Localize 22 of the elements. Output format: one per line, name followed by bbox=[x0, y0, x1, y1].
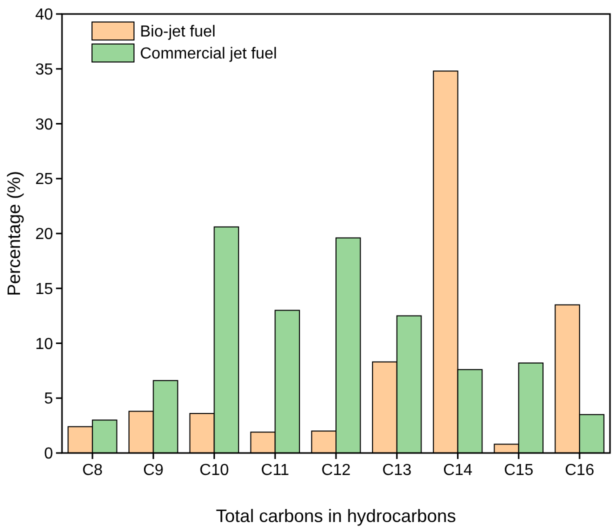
y-tick-label: 15 bbox=[35, 280, 54, 298]
y-tick-label: 20 bbox=[35, 226, 54, 244]
x-tick-label: C9 bbox=[143, 462, 164, 479]
y-tick-label: 0 bbox=[44, 446, 54, 463]
x-tick-label: C8 bbox=[82, 462, 103, 479]
x-axis-title: Total carbons in hydrocarbons bbox=[216, 506, 456, 526]
y-tick-label: 10 bbox=[35, 336, 54, 353]
legend-label: Bio-jet fuel bbox=[140, 24, 216, 41]
x-tick-label: C13 bbox=[382, 462, 412, 479]
x-tick-label: C11 bbox=[261, 462, 290, 479]
y-tick-label: 5 bbox=[44, 390, 54, 408]
x-tick-label: C16 bbox=[564, 462, 594, 479]
y-tick-label: 40 bbox=[35, 6, 54, 24]
y-tick-label: 30 bbox=[35, 116, 54, 134]
x-tick-label: C10 bbox=[200, 462, 229, 479]
x-tick-label: C15 bbox=[504, 462, 534, 479]
x-tick-label: C12 bbox=[321, 462, 351, 479]
y-axis-title: Percentage (%) bbox=[4, 170, 24, 296]
legend-label: Commercial jet fuel bbox=[140, 46, 277, 63]
y-tick-label: 35 bbox=[35, 61, 54, 78]
x-tick-label: C14 bbox=[443, 462, 473, 479]
y-tick-label: 25 bbox=[35, 171, 54, 188]
